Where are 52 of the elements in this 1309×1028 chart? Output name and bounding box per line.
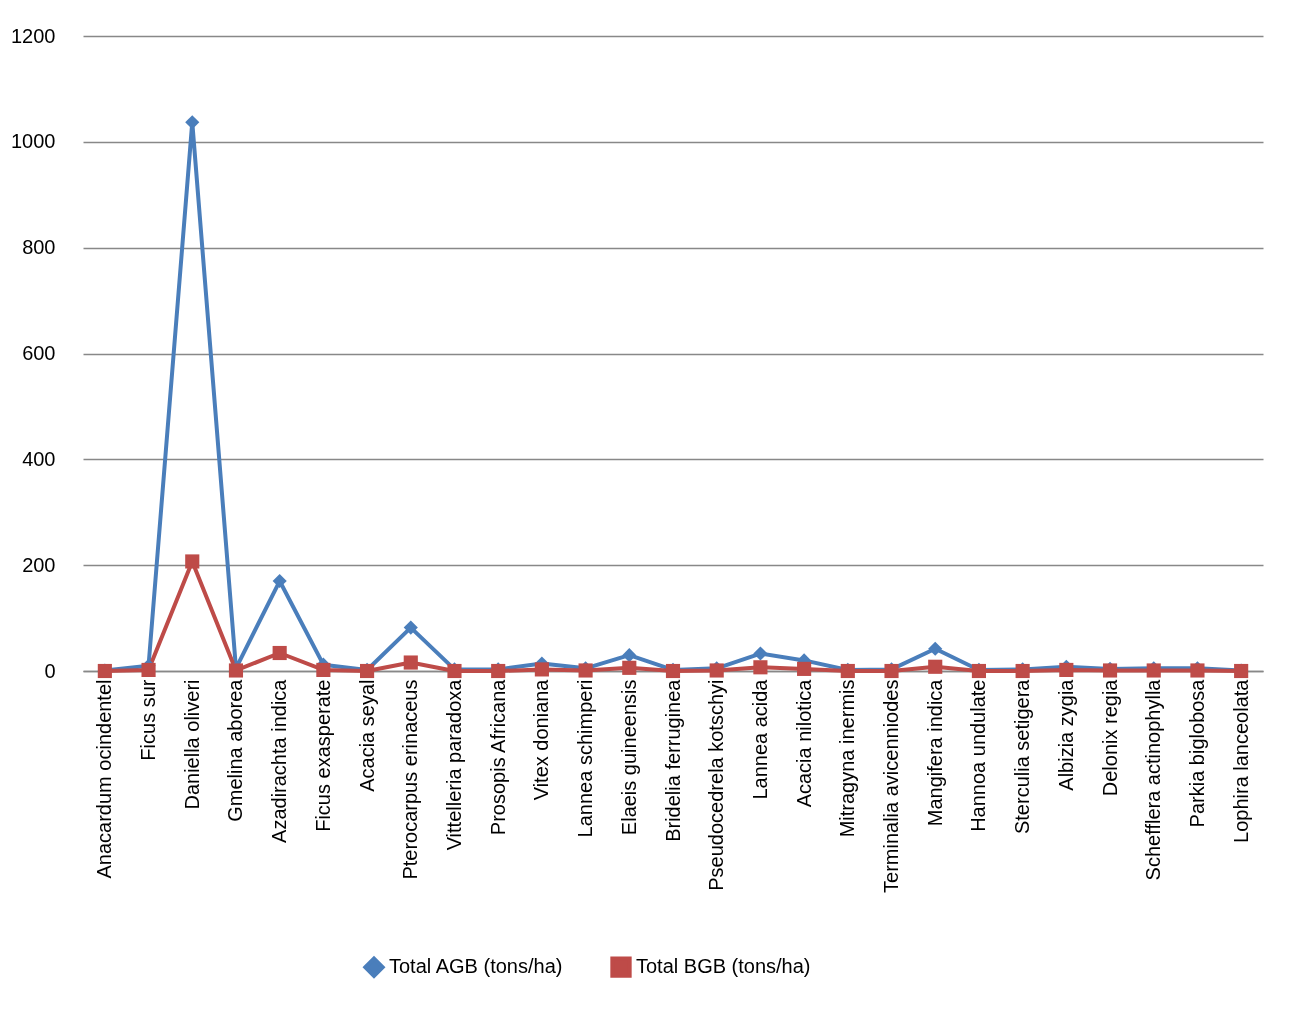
y-tick-label: 600 [22, 342, 56, 364]
x-tick-label: Acacia nilotica [792, 678, 815, 808]
y-tick-label: 800 [22, 236, 56, 259]
x-tick-label: Mangifera indica [923, 678, 946, 827]
x-tick-label: Bridelia ferruginea [661, 678, 684, 842]
x-tick-label: Albizia zygia [1054, 678, 1077, 791]
point [797, 661, 812, 676]
x-tick-label: Terminalia avicenniodes [880, 679, 903, 893]
y-tick-label: 1200 [11, 24, 56, 47]
point [928, 641, 943, 656]
point [185, 115, 200, 130]
x-tick-label: Delonix regia [1098, 678, 1121, 797]
x-tick-label: Lannea schimperi [574, 679, 597, 838]
x-tick-label: Vitex doniana [530, 678, 553, 801]
point [185, 554, 200, 569]
x-tick-label: Parkia biglobosa [1185, 678, 1208, 828]
point [141, 662, 156, 678]
x-tick-label: Pseudocedrela kotschyi [705, 679, 728, 891]
point [272, 645, 287, 661]
point [316, 662, 331, 678]
x-tick-label: Hannoa undulate [967, 679, 990, 832]
x-tick-label: Lophira lanceolata [1229, 678, 1252, 843]
y-tick-label: 400 [22, 447, 56, 470]
x-tick-label: Ficus exasperate [311, 679, 334, 832]
legend-label: Total AGB (tons/ha) [389, 955, 563, 978]
point [272, 573, 287, 589]
y-tick-label: 200 [22, 553, 56, 576]
point [753, 660, 768, 675]
y-tick-label: 1000 [11, 130, 56, 153]
x-tick-label: Anacardum ocindentel [93, 679, 116, 879]
x-tick-label: Elaeis guineensis [617, 679, 640, 836]
point [622, 660, 637, 675]
x-tick-label: Gmelina aborea [224, 678, 247, 822]
point [753, 646, 768, 661]
x-tick-label: Daniella oliveri [180, 679, 203, 810]
x-tick-label: Azadirachta indica [268, 678, 291, 843]
point [403, 620, 418, 635]
x-tick-label: Prosopis Africana [486, 678, 509, 836]
x-tick-label: Mitragyna inermis [836, 679, 859, 838]
x-tick-label: Pterocarpus erinaceus [399, 679, 422, 880]
point [534, 662, 549, 677]
x-tick-label: Ficus sur [137, 679, 160, 761]
y-tick-label: 0 [44, 659, 56, 682]
x-tick-label: Schefflera actinophylla [1142, 678, 1165, 881]
point [403, 655, 418, 670]
point [928, 659, 943, 674]
x-tick-label: Sterculia setigera [1011, 678, 1034, 835]
point [622, 648, 637, 663]
legend-label: Total BGB (tons/ha) [636, 955, 811, 978]
x-tick-label: Acacia seyal [355, 679, 378, 792]
x-tick-label: Lannea acida [748, 678, 771, 800]
x-tick-label: Vittelleria paradoxa [442, 678, 465, 851]
